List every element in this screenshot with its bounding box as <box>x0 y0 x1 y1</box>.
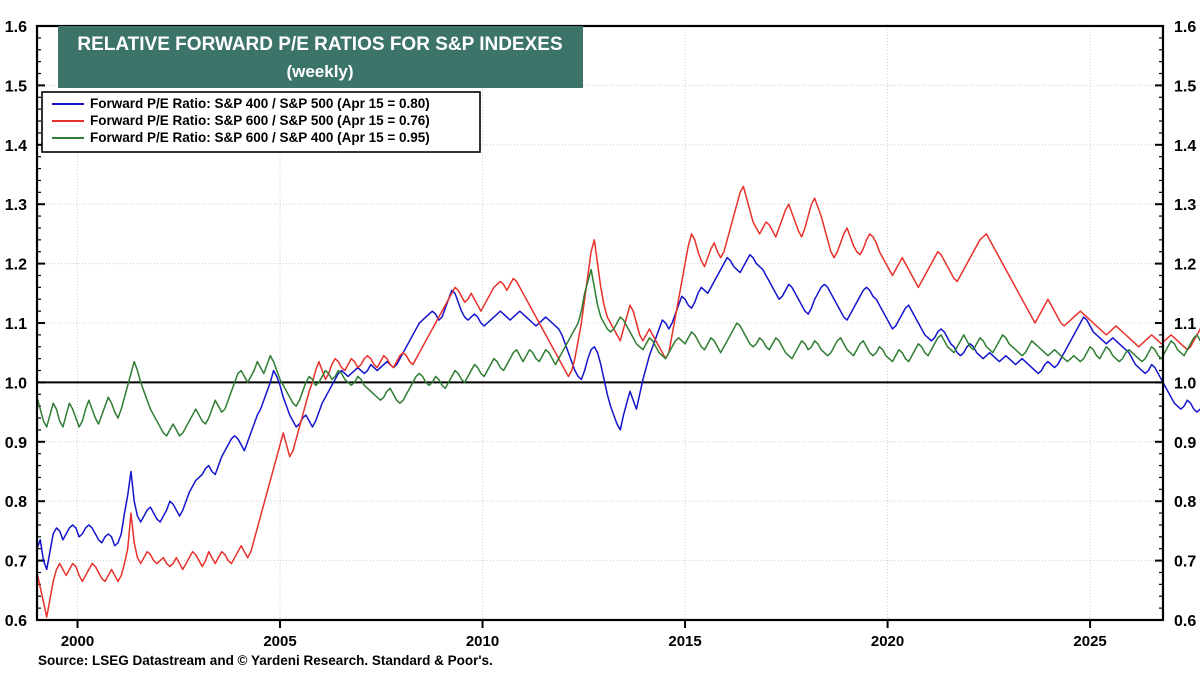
x-axis-tick: 2015 <box>668 633 701 650</box>
y-axis-right-labels: 1.6 1.5 1.4 1.3 1.2 1.1 1.0 0.9 0.8 0.7 0.6 <box>1174 19 1196 630</box>
y-axis-right-tick: 1.2 <box>1174 257 1196 274</box>
y-axis-right-tick: 1.4 <box>1174 138 1196 155</box>
y-axis-right-tick: 1.3 <box>1174 197 1196 214</box>
legend-box <box>41 91 481 153</box>
y-axis-left-tick: 0.6 <box>5 613 27 630</box>
legend-items: Forward P/E Ratio: S&P 400 / S&P 500 (Ap… <box>52 96 430 145</box>
y-axis-right-tick: 1.5 <box>1174 78 1196 95</box>
legend-label-0: Forward P/E Ratio: S&P 400 / S&P 500 (Ap… <box>90 96 430 111</box>
y-axis-right-tick: 0.6 <box>1174 613 1196 630</box>
y-axis-left-tick: 1.5 <box>5 78 27 95</box>
y-axis-right-tick: 1.6 <box>1174 19 1196 36</box>
y-axis-right-tick: 0.8 <box>1174 494 1196 511</box>
y-axis-left-tick: 1.4 <box>5 138 27 155</box>
series-line-2 <box>36 268 1200 437</box>
y-axis-left-tick: 1.2 <box>5 257 27 274</box>
y-axis-left-tick: 1.3 <box>5 197 27 214</box>
source-note: Source: LSEG Datastream and © Yardeni Re… <box>38 653 493 668</box>
y-axis-right-tick: 1.1 <box>1174 316 1196 333</box>
y-axis-left-labels: 1.6 1.5 1.4 1.3 1.2 1.1 1.0 0.9 0.8 0.7 0.6 <box>5 19 27 630</box>
plot-frame <box>35 24 1165 622</box>
x-axis-tick: 2025 <box>1073 633 1106 650</box>
series-line-1 <box>36 185 1200 618</box>
title-banner: RELATIVE FORWARD P/E RATIOS FOR S&P INDE… <box>58 26 583 88</box>
y-axis-right-tick: 0.9 <box>1174 435 1196 452</box>
x-axis-tick: 2020 <box>871 633 904 650</box>
title-banner-background <box>58 26 583 88</box>
y-axis-left-tick: 0.8 <box>5 494 27 511</box>
chart-title: RELATIVE FORWARD P/E RATIOS FOR S&P INDE… <box>77 34 562 55</box>
y-axis-right-tick: 0.7 <box>1174 554 1196 571</box>
x-axis-tick: 2000 <box>61 633 94 650</box>
x-axis-labels: 2000 2005 2010 2015 2020 2025 <box>61 633 1107 650</box>
y-axis-left-tick: 0.7 <box>5 554 27 571</box>
data-series-group <box>36 185 1200 618</box>
x-axis-tick: 2005 <box>263 633 296 650</box>
legend: Forward P/E Ratio: S&P 400 / S&P 500 (Ap… <box>41 91 481 153</box>
x-axis-tick: 2010 <box>466 633 499 650</box>
y-axis-left-tick: 1.1 <box>5 316 27 333</box>
y-axis-left-tick: 1.6 <box>5 19 27 36</box>
y-axis-left-tick: 1.0 <box>5 375 27 392</box>
legend-label-2: Forward P/E Ratio: S&P 600 / S&P 400 (Ap… <box>90 130 430 145</box>
y-axis-right-tick: 1.0 <box>1174 375 1196 392</box>
legend-label-1: Forward P/E Ratio: S&P 600 / S&P 500 (Ap… <box>90 113 430 128</box>
chart-subtitle: (weekly) <box>286 62 353 81</box>
y-axis-left-tick: 0.9 <box>5 435 27 452</box>
series-line-0 <box>36 253 1200 571</box>
